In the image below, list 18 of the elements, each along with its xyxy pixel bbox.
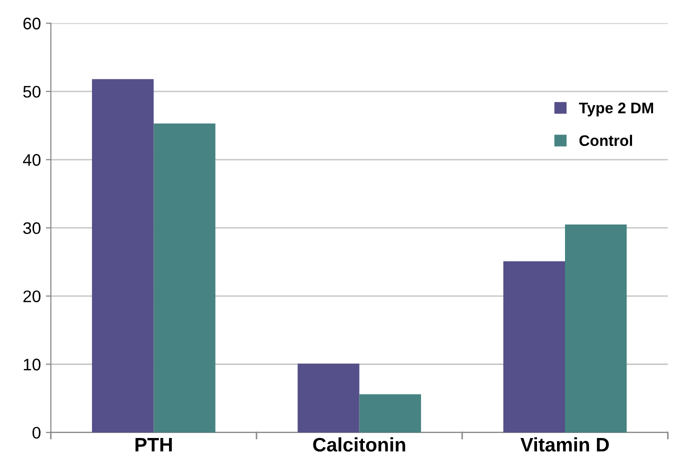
x-tick-label: Vitamin D	[520, 437, 609, 452]
bar	[154, 124, 216, 432]
y-tick-label: 60	[23, 18, 40, 30]
y-tick-label: 0	[32, 426, 40, 439]
bar	[359, 394, 422, 432]
y-tick-label: 50	[23, 86, 40, 98]
y-tick-label: 30	[23, 222, 40, 234]
bar	[565, 224, 627, 432]
y-tick-label: 20	[23, 290, 40, 302]
legend-label: Type 2 DM	[578, 102, 654, 116]
bar	[503, 261, 565, 432]
bar	[92, 79, 154, 432]
y-tick-label: 40	[22, 154, 40, 166]
x-tick-label: Calcitonin	[313, 437, 406, 452]
y-tick-label: 10	[24, 358, 40, 370]
legend-label: Control	[579, 134, 632, 146]
bar	[298, 364, 360, 432]
x-tick-label: PTH	[136, 438, 172, 452]
